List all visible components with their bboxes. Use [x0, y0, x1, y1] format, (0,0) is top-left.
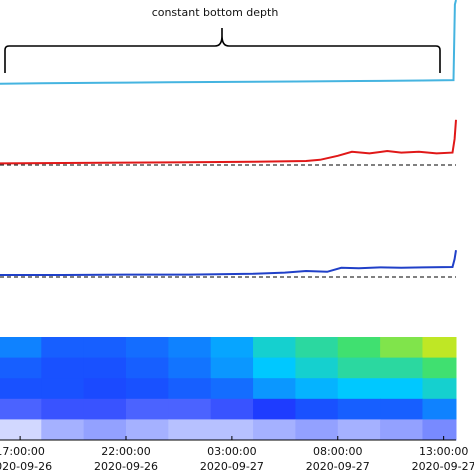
heatmap-cell: [337, 398, 381, 420]
x-tick-label: 2020-09-27: [412, 460, 474, 473]
heatmap-cell: [422, 398, 457, 420]
heatmap-cell: [422, 378, 457, 400]
heatmap-cell: [126, 419, 169, 441]
annotation: constant bottom depth: [152, 6, 279, 19]
heatmap-cell: [295, 378, 339, 400]
heatmap-cell: [422, 357, 457, 379]
heatmap-cell: [168, 337, 212, 359]
x-tick-label: 22:00:00: [101, 445, 150, 458]
heatmap-cell: [41, 398, 85, 420]
heatmap-cell: [380, 419, 423, 441]
heatmap-cell: [0, 357, 42, 379]
heatmap-cell: [253, 419, 296, 441]
heatmap-cell: [126, 378, 169, 400]
heatmap-cell: [0, 337, 42, 359]
heatmap-cell: [295, 419, 339, 441]
heatmap-cell: [210, 357, 254, 379]
heatmap-cell: [337, 357, 381, 379]
heatmap-cell: [83, 419, 127, 441]
heatmap-cell: [0, 419, 42, 441]
heatmap-cell: [41, 378, 85, 400]
heatmap-cell: [126, 398, 169, 420]
x-tick-label: 17:00:00: [0, 445, 45, 458]
x-tick-label: 2020-09-27: [200, 460, 264, 473]
heatmap-cell: [168, 378, 212, 400]
heatmap-cell: [210, 337, 254, 359]
heatmap-cell: [253, 378, 296, 400]
x-tick-label: 08:00:00: [313, 445, 362, 458]
x-tick-label: 2020-09-26: [0, 460, 52, 473]
heatmap-cell: [0, 398, 42, 420]
heatmap-cell: [422, 419, 457, 441]
heatmap-cell: [380, 398, 423, 420]
series-line: [0, 119, 457, 165]
heatmap-cell: [210, 398, 254, 420]
heatmap-cell: [295, 337, 339, 359]
heatmap-cell: [253, 337, 296, 359]
heatmap-cell: [168, 419, 212, 441]
heatmap-cell: [253, 357, 296, 379]
series-line: [0, 250, 457, 276]
heatmap-cell: [0, 378, 42, 400]
heatmap-cell: [337, 337, 381, 359]
heatmap-cell: [41, 357, 85, 379]
heatmap-cell: [210, 419, 254, 441]
heatmap-cell: [168, 357, 212, 379]
heatmap-cell: [83, 378, 127, 400]
heatmap-cell: [380, 378, 423, 400]
heatmap-cell: [83, 357, 127, 379]
heatmap-cell: [83, 337, 127, 359]
heatmap-cell: [337, 378, 381, 400]
heatmap-cell: [380, 337, 423, 359]
x-tick-label: 2020-09-26: [94, 460, 158, 473]
heatmap-cell: [210, 378, 254, 400]
heatmap-cell: [41, 337, 85, 359]
x-tick-label: 2020-09-27: [306, 460, 370, 473]
heatmap-cell: [295, 398, 339, 420]
series-line: [0, 0, 457, 85]
heatmap-cell: [41, 419, 85, 441]
heatmap-cell: [83, 398, 127, 420]
heatmap-cell: [126, 337, 169, 359]
bracket: [4, 28, 441, 73]
x-tick-label: 13:00:00: [419, 445, 468, 458]
x-tick-label: 03:00:00: [207, 445, 256, 458]
heatmap-cell: [380, 357, 423, 379]
heatmap-cell: [126, 357, 169, 379]
heatmap-cell: [253, 398, 296, 420]
heatmap-cell: [337, 419, 381, 441]
heatmap-cell: [295, 357, 339, 379]
heatmap-cell: [422, 337, 457, 359]
heatmap-cell: [168, 398, 212, 420]
